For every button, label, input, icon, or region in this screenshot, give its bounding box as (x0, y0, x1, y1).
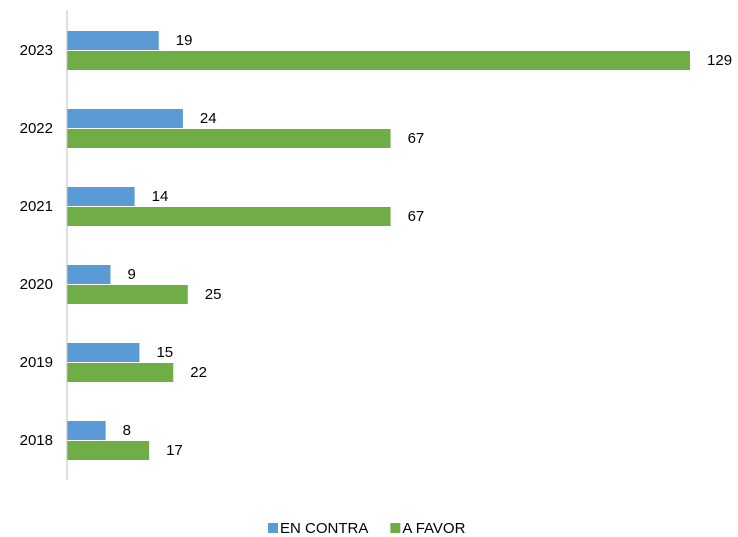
data-label: 19 (176, 32, 193, 49)
bar (67, 265, 111, 284)
bar (67, 51, 691, 70)
data-label: 14 (152, 188, 169, 205)
legend-label: A FAVOR (402, 520, 465, 537)
legend-swatch (390, 523, 401, 533)
bar (67, 129, 391, 148)
data-label: 15 (156, 344, 173, 361)
bar (67, 441, 150, 460)
bar (67, 31, 159, 50)
bar (67, 109, 183, 128)
data-label: 9 (127, 266, 135, 283)
data-label: 67 (408, 208, 425, 225)
data-label: 25 (205, 286, 222, 303)
y-tick-label: 2020 (20, 276, 53, 293)
data-label: 8 (123, 422, 131, 439)
data-label: 67 (408, 130, 425, 147)
legend-label: EN CONTRA (280, 520, 368, 537)
data-label: 22 (190, 364, 207, 381)
y-tick-label: 2019 (20, 354, 53, 371)
bar (67, 187, 135, 206)
bar (67, 285, 188, 304)
y-tick-label: 2023 (20, 42, 53, 59)
bar (67, 207, 391, 226)
legend-swatch (268, 523, 278, 533)
y-tick-label: 2021 (20, 198, 53, 215)
bar (67, 363, 174, 382)
bar (67, 421, 106, 440)
y-tick-label: 2022 (20, 120, 53, 137)
bar (67, 343, 140, 362)
data-label: 24 (200, 110, 217, 127)
data-label: 17 (166, 442, 183, 459)
data-label: 129 (707, 52, 732, 69)
y-tick-label: 2018 (20, 432, 53, 449)
